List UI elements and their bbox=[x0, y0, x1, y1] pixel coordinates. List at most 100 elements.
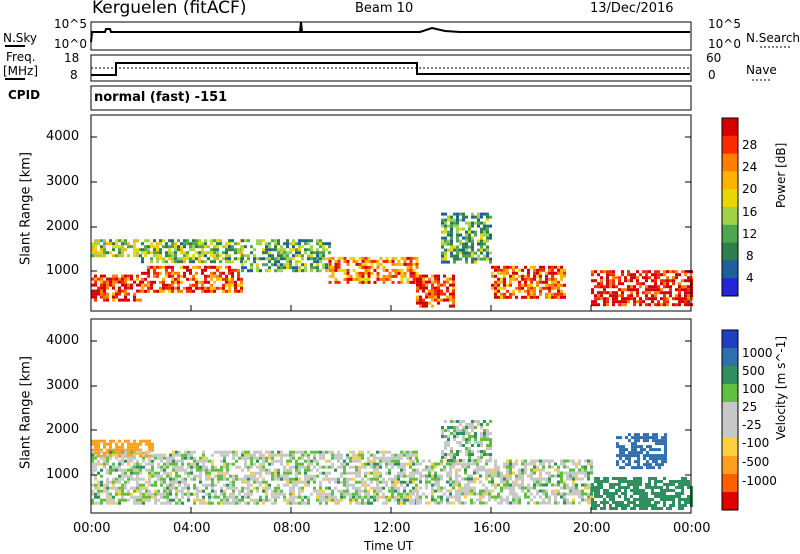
velocity-regions-cell-1 bbox=[94, 486, 97, 490]
power-regions-cell-6 bbox=[422, 304, 425, 308]
velocity-regions-cell-3 bbox=[468, 459, 471, 462]
power-regions-cell-4 bbox=[295, 242, 298, 246]
velocity-regions-cell-1 bbox=[376, 456, 379, 460]
velocity-regions-cell-4 bbox=[591, 498, 594, 501]
power-regions-cell-6 bbox=[431, 304, 434, 308]
velocity-regions-cell-2 bbox=[572, 480, 575, 484]
power-regions-cell-1 bbox=[121, 248, 124, 252]
velocity-regions-cell-2 bbox=[464, 477, 467, 481]
power-regions-cell-0 bbox=[127, 274, 130, 278]
velocity-regions-cell-1 bbox=[133, 501, 136, 505]
power-regions-cell-0 bbox=[130, 274, 133, 278]
power-regions-cell-1 bbox=[136, 251, 139, 255]
power-regions-cell-5 bbox=[349, 277, 353, 281]
velocity-regions-cell-1 bbox=[289, 456, 292, 460]
power-regions-cell-5 bbox=[409, 271, 413, 275]
power-regions-cell-3 bbox=[207, 245, 210, 249]
velocity-regions-cell-1 bbox=[289, 468, 292, 472]
power-regions-cell-0 bbox=[94, 292, 97, 296]
velocity-regions-cell-1 bbox=[355, 492, 358, 496]
velocity-regions-cell-4 bbox=[612, 495, 615, 498]
power-regions-cell-7 bbox=[468, 254, 471, 258]
power-regions-cell-9 bbox=[645, 279, 648, 283]
power-regions-cell-2 bbox=[207, 274, 210, 278]
power-regions-cell-3 bbox=[228, 248, 231, 252]
velocity-regions-cell-1 bbox=[265, 468, 268, 472]
velocity-regions-cell-1 bbox=[289, 477, 292, 481]
power-regions-cell-9 bbox=[678, 303, 681, 307]
velocity-regions-cell-1 bbox=[355, 456, 358, 460]
velocity-regions-cell-1 bbox=[100, 462, 103, 466]
velocity-regions-cell-1 bbox=[319, 471, 322, 475]
velocity-regions-cell-1 bbox=[352, 459, 355, 463]
velocity-regions-cell-4 bbox=[678, 480, 681, 483]
velocity-regions-cell-1 bbox=[169, 501, 172, 505]
power-regions-cell-9 bbox=[600, 270, 603, 274]
power-regions-cell-5 bbox=[349, 256, 353, 260]
velocity-regions-cell-1 bbox=[400, 483, 403, 487]
velocity-regions-cell-5 bbox=[664, 451, 667, 455]
power-regions-cell-3 bbox=[174, 248, 177, 252]
power-regions-cell-2 bbox=[177, 274, 180, 278]
velocity-regions-cell-1 bbox=[301, 462, 304, 466]
velocity-regions-cell-3 bbox=[489, 444, 492, 447]
velocity-regions-cell-1 bbox=[325, 465, 328, 469]
power-regions-cell-7 bbox=[465, 236, 468, 240]
velocity-regions-cell-1 bbox=[253, 456, 256, 460]
power-regions-cell-0 bbox=[112, 277, 115, 281]
power-regions-cell-8 bbox=[527, 289, 530, 293]
power-regions-cell-6 bbox=[434, 277, 437, 281]
velocity-regions-cell-0 bbox=[106, 448, 109, 452]
velocity-regions-cell-5 bbox=[646, 463, 649, 467]
velocity-regions-cell-2 bbox=[467, 462, 470, 466]
velocity-regions-cell-1 bbox=[412, 450, 415, 454]
power-regions-cell-9 bbox=[609, 285, 612, 289]
velocity-regions-cell-1 bbox=[169, 489, 172, 493]
velocity-regions-cell-1 bbox=[289, 471, 292, 475]
velocity-regions-cell-4 bbox=[594, 492, 597, 495]
nave-label: Nave bbox=[746, 63, 777, 77]
velocity-regions-cell-1 bbox=[91, 501, 94, 505]
power-regions-cell-8 bbox=[503, 265, 506, 269]
velocity-regions-cell-1 bbox=[115, 465, 118, 469]
velocity-regions-cell-2 bbox=[515, 459, 518, 463]
power-regions-cell-7 bbox=[468, 236, 471, 240]
velocity-regions-cell-1 bbox=[286, 501, 289, 505]
velocity-regions-cell-2 bbox=[509, 501, 512, 505]
velocity-regions-cell-1 bbox=[208, 459, 211, 463]
power-regions-cell-0 bbox=[106, 283, 109, 287]
velocity-regions-cell-2 bbox=[425, 474, 428, 478]
velocity-regions-cell-2 bbox=[479, 468, 482, 472]
velocity-regions-cell-1 bbox=[154, 483, 157, 487]
velocity-regions-cell-3 bbox=[441, 456, 444, 459]
power-regions-cell-7 bbox=[462, 215, 465, 219]
power-regions-cell-2 bbox=[198, 265, 201, 269]
velocity-regions-cell-1 bbox=[376, 480, 379, 484]
power-regions-cell-4 bbox=[292, 239, 295, 243]
power-regions-cell-9 bbox=[597, 273, 600, 277]
velocity-regions-cell-1 bbox=[358, 486, 361, 490]
velocity-regions-cell-1 bbox=[160, 492, 163, 496]
velocity-regions-cell-1 bbox=[415, 453, 418, 457]
power-regions-cell-2 bbox=[150, 283, 153, 287]
power-regions-cell-7 bbox=[471, 254, 474, 258]
velocity-regions-cell-1 bbox=[379, 486, 382, 490]
power-regions-cell-7 bbox=[459, 227, 462, 231]
power-regions-cell-4 bbox=[298, 254, 301, 258]
velocity-regions-cell-1 bbox=[400, 450, 403, 454]
power-regions-cell-5 bbox=[364, 280, 368, 284]
power-regions-cell-7 bbox=[459, 239, 462, 243]
velocity-regions-cell-2 bbox=[581, 498, 584, 502]
power-colorbar-swatch-0 bbox=[722, 118, 738, 137]
power-regions-cell-2 bbox=[141, 271, 144, 275]
velocity-regions-cell-2 bbox=[440, 477, 443, 481]
velocity-regions-cell-1 bbox=[181, 495, 184, 499]
power-regions-cell-9 bbox=[621, 294, 624, 298]
velocity-regions-cell-5 bbox=[655, 433, 658, 437]
velocity-regions-cell-2 bbox=[575, 474, 578, 478]
power-regions-cell-4 bbox=[286, 254, 289, 258]
velocity-regions-cell-1 bbox=[277, 471, 280, 475]
velocity-regions-cell-1 bbox=[220, 450, 223, 454]
power-regions-cell-0 bbox=[100, 277, 103, 281]
velocity-regions-cell-5 bbox=[649, 454, 652, 458]
